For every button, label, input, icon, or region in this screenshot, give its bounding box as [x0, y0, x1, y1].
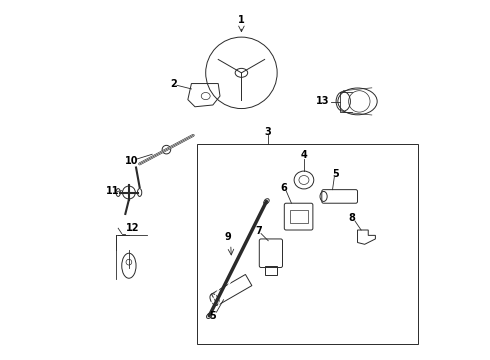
- Circle shape: [162, 145, 171, 154]
- Text: 5: 5: [332, 169, 339, 179]
- Bar: [290, 210, 308, 223]
- Text: 2: 2: [170, 79, 177, 89]
- Ellipse shape: [207, 313, 212, 319]
- Bar: [197, 144, 418, 344]
- Text: 9: 9: [224, 232, 231, 242]
- Text: 11: 11: [106, 186, 120, 197]
- Text: 7: 7: [255, 226, 262, 236]
- Text: 1: 1: [238, 15, 245, 24]
- Text: 12: 12: [126, 223, 139, 233]
- Ellipse shape: [264, 199, 269, 204]
- Text: 5: 5: [210, 311, 216, 321]
- Text: 13: 13: [316, 96, 329, 107]
- Text: 4: 4: [300, 150, 307, 160]
- Text: 6: 6: [280, 183, 287, 193]
- Text: 10: 10: [125, 156, 139, 166]
- Bar: [265, 266, 277, 275]
- Text: 8: 8: [349, 213, 356, 223]
- Text: 3: 3: [265, 127, 271, 137]
